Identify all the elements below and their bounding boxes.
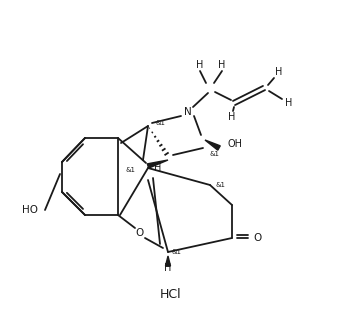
Text: O: O: [254, 233, 262, 243]
Polygon shape: [147, 160, 168, 168]
Text: H: H: [285, 98, 293, 108]
Text: H: H: [218, 60, 226, 70]
Polygon shape: [166, 256, 171, 266]
Text: &1: &1: [210, 151, 220, 157]
Text: HO: HO: [22, 205, 38, 215]
Text: &1: &1: [156, 120, 166, 126]
Text: &1: &1: [126, 167, 136, 173]
Text: H: H: [196, 60, 204, 70]
Polygon shape: [205, 140, 220, 150]
Text: &1: &1: [215, 182, 225, 188]
Text: N: N: [184, 107, 192, 117]
Text: &1: &1: [172, 249, 182, 255]
Text: OH: OH: [227, 139, 242, 149]
Text: H: H: [275, 67, 283, 77]
Text: H: H: [154, 163, 162, 173]
Text: H: H: [228, 112, 236, 122]
Text: HCl: HCl: [160, 288, 182, 301]
Text: H: H: [164, 263, 172, 273]
Text: O: O: [136, 228, 144, 238]
